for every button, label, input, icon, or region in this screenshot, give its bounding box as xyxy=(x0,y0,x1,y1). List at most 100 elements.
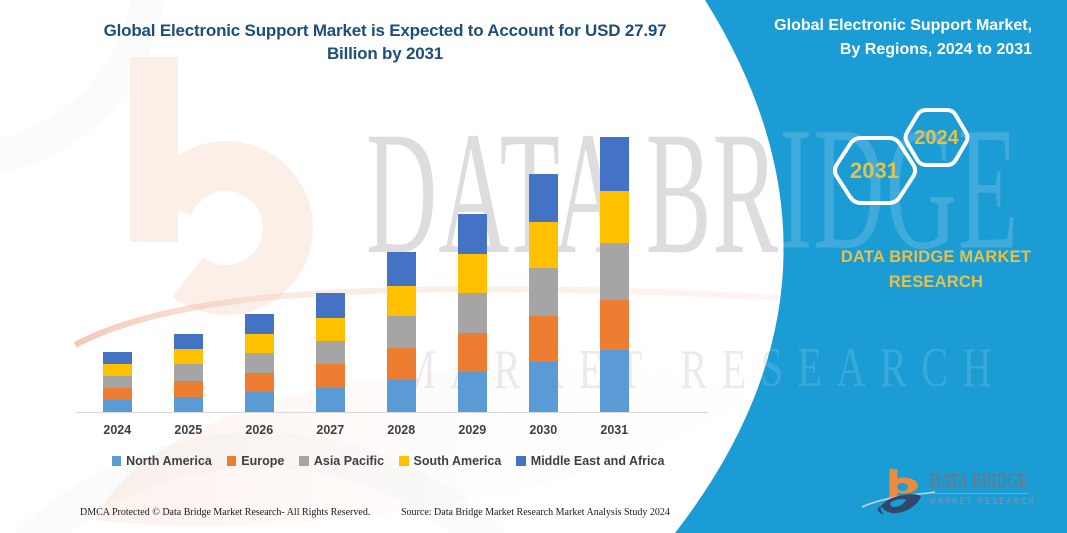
footer-source-text: Source: Data Bridge Market Research Mark… xyxy=(401,507,670,518)
bar-segment-2030-middle-east-and-africa xyxy=(528,174,558,223)
bar-segment-2028-asia-pacific xyxy=(386,316,416,348)
bar-segment-2030-south-america xyxy=(528,222,558,269)
x-axis-label-2024: 2024 xyxy=(103,423,132,437)
legend-label: Europe xyxy=(241,454,285,468)
hexagon-2031 xyxy=(832,136,918,205)
logo-swoosh-tail xyxy=(877,506,884,515)
bar-segment-2027-north-america xyxy=(315,388,345,412)
bar-2028 xyxy=(386,252,416,412)
bar-segment-2026-south-america xyxy=(244,333,274,353)
legend-item-south-america: South America xyxy=(399,454,501,468)
bar-segment-2026-north-america xyxy=(244,392,274,412)
bar-segment-2028-north-america xyxy=(386,379,416,412)
bar-segment-2029-south-america xyxy=(457,253,487,293)
legend-label: Middle East and Africa xyxy=(530,454,665,468)
bar-segment-2030-north-america xyxy=(528,362,558,412)
legend-swatch-icon xyxy=(226,456,237,466)
logo-bridge-line xyxy=(861,491,936,508)
bar-segment-2031-middle-east-and-africa xyxy=(599,137,629,192)
bar-segment-2031-north-america xyxy=(599,350,629,412)
bar-segment-2028-south-america xyxy=(386,285,416,317)
x-axis-line xyxy=(76,412,708,413)
legend-swatch-icon xyxy=(299,456,309,466)
x-axis-label-2026: 2026 xyxy=(245,423,274,437)
databridge-logo-text: DATA BRIDGE MARKET RESEARCH xyxy=(930,471,1067,506)
x-axis-label-2031: 2031 xyxy=(600,423,629,437)
bar-segment-2027-middle-east-and-africa xyxy=(315,292,345,319)
x-axis-label-2028: 2028 xyxy=(387,423,416,437)
hexagon-2024 xyxy=(903,108,970,167)
watermark-b-stem xyxy=(130,57,178,242)
logo-swoosh xyxy=(881,494,921,514)
legend-item-asia-pacific: Asia Pacific xyxy=(299,454,384,468)
x-axis-label-2029: 2029 xyxy=(458,423,487,437)
legend-item-north-america: North America xyxy=(111,454,212,468)
legend-swatch-icon xyxy=(111,456,122,466)
brand-text-line1: DATA BRIDGE MARKET xyxy=(840,248,1032,266)
bar-segment-2024-north-america xyxy=(102,400,132,412)
x-axis-label-2030: 2030 xyxy=(529,423,558,437)
side-panel-heading-line1: Global Electronic Support Market, xyxy=(774,17,1032,34)
side-panel-brand-text: DATA BRIDGE MARKET RESEARCH xyxy=(826,245,1046,295)
bar-2029 xyxy=(457,214,487,412)
legend-label: North America xyxy=(126,454,212,468)
bar-segment-2026-europe xyxy=(244,372,274,393)
logo-subtitle: MARKET RESEARCH xyxy=(930,496,1037,506)
side-panel-heading: Global Electronic Support Market, By Reg… xyxy=(740,14,1032,62)
databridge-logo-mark xyxy=(861,468,936,515)
legend-item-europe: Europe xyxy=(226,454,285,468)
bar-segment-2027-south-america xyxy=(315,318,345,341)
bar-segment-2030-europe xyxy=(528,315,558,363)
bar-segment-2025-middle-east-and-africa xyxy=(173,333,203,349)
bar-segment-2025-asia-pacific xyxy=(173,364,203,382)
bar-segment-2029-middle-east-and-africa xyxy=(457,214,487,254)
bar-segment-2024-europe xyxy=(102,388,132,401)
bar-2026 xyxy=(244,313,274,412)
x-axis-label-2027: 2027 xyxy=(316,423,345,437)
chart-legend: North America Europe Asia Pacific South Ame… xyxy=(76,454,700,468)
bar-segment-2028-middle-east-and-africa xyxy=(386,252,416,286)
chart-title: Global Electronic Support Market is Expe… xyxy=(40,19,730,65)
legend-item-middle-east-and-africa: Middle East and Africa xyxy=(516,454,664,468)
bar-segment-2027-asia-pacific xyxy=(315,340,345,364)
bar-segment-2026-asia-pacific xyxy=(244,352,274,373)
bar-2031 xyxy=(599,137,629,412)
hexagon-label-2031: 2031 xyxy=(850,158,899,183)
x-axis-label-2025: 2025 xyxy=(174,423,203,437)
bar-2027 xyxy=(315,292,345,412)
legend-swatch-icon xyxy=(516,456,526,466)
bar-segment-2024-asia-pacific xyxy=(102,375,132,389)
bar-segment-2027-europe xyxy=(315,363,345,389)
bar-2030 xyxy=(528,174,558,412)
bar-2024 xyxy=(102,352,132,412)
plot-area: 2024 2025 2026 2027 2028 2029 2030 2031 xyxy=(102,137,629,437)
legend-label: South America xyxy=(413,454,502,468)
bar-2025 xyxy=(173,333,203,412)
side-panel-heading-line2: By Regions, 2024 to 2031 xyxy=(839,41,1032,58)
bar-segment-2025-north-america xyxy=(173,396,203,412)
watermark-b-bowl xyxy=(144,141,313,316)
watermark-bridge-arc xyxy=(73,285,779,348)
side-panel-swoosh-shape xyxy=(675,0,1067,533)
bar-segment-2025-europe xyxy=(173,381,203,397)
bar-segment-2030-asia-pacific xyxy=(528,268,558,316)
bar-segment-2024-middle-east-and-africa xyxy=(102,352,132,365)
bar-segment-2031-asia-pacific xyxy=(599,243,629,300)
bar-segment-2028-europe xyxy=(386,347,416,380)
hexagon-label-2024: 2024 xyxy=(914,127,959,149)
bar-segment-2025-south-america xyxy=(173,348,203,365)
legend-label: Asia Pacific xyxy=(313,454,385,468)
logo-name: DATA BRIDGE xyxy=(930,470,1028,494)
chart-title-line2: Billion by 2031 xyxy=(326,44,444,63)
bar-segment-2029-europe xyxy=(457,332,487,373)
bar-segment-2031-europe xyxy=(599,299,629,351)
bar-segment-2026-middle-east-and-africa xyxy=(244,313,274,334)
bar-segment-2029-north-america xyxy=(457,372,487,412)
logo-b-bowl xyxy=(889,477,918,494)
footer-dmca-text: DMCA Protected © Data Bridge Market Rese… xyxy=(80,507,371,518)
brand-text-line2: RESEARCH xyxy=(888,273,984,291)
chart-title-line1: Global Electronic Support Market is Expe… xyxy=(103,21,667,40)
bar-segment-2024-south-america xyxy=(102,364,132,376)
bar-segment-2031-south-america xyxy=(599,191,629,244)
